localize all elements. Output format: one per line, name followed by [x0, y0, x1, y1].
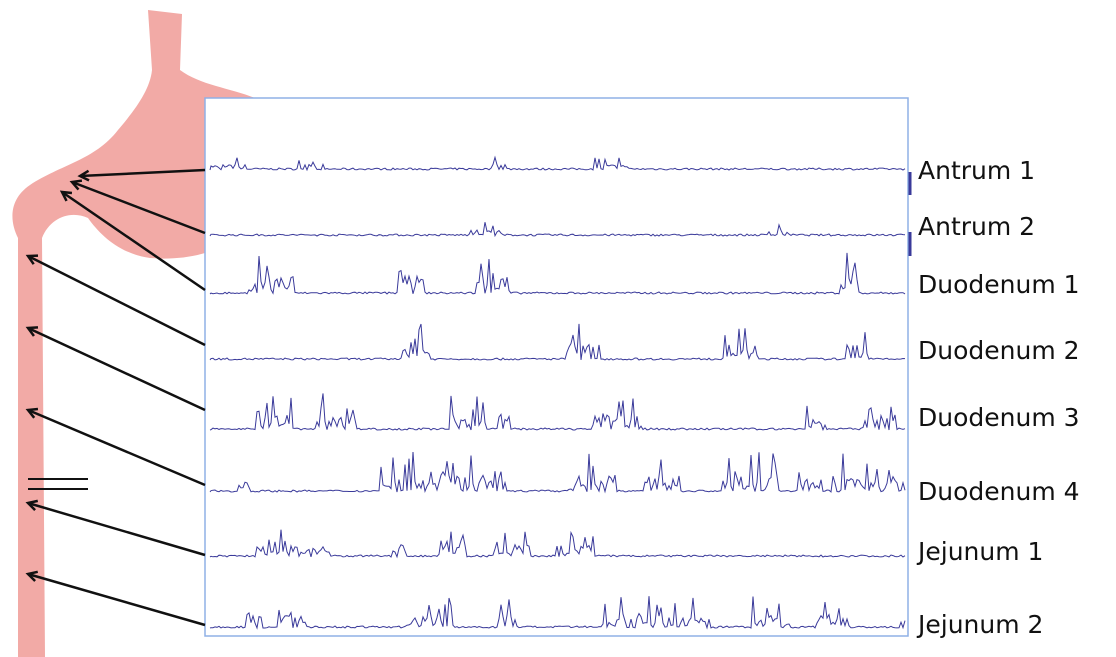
trace-label: Duodenum 4	[918, 477, 1080, 506]
trace-label: Duodenum 2	[918, 336, 1080, 365]
diagram: Antrum 1 Antrum 2 Duodenum 1 Duodenum 2 …	[0, 0, 1116, 657]
arrow	[28, 574, 205, 625]
labels: Antrum 1 Antrum 2 Duodenum 1 Duodenum 2 …	[916, 156, 1080, 639]
trace-label: Jejunum 2	[916, 610, 1043, 639]
trace-label: Jejunum 1	[916, 537, 1043, 566]
arrow	[28, 328, 205, 410]
trace-label: Duodenum 3	[918, 403, 1080, 432]
arrow	[28, 410, 205, 485]
trace-label: Antrum 2	[918, 212, 1035, 241]
arrow	[28, 503, 205, 555]
arrow	[28, 256, 205, 345]
trace-label: Duodenum 1	[918, 270, 1080, 299]
trace-label: Antrum 1	[918, 156, 1035, 185]
